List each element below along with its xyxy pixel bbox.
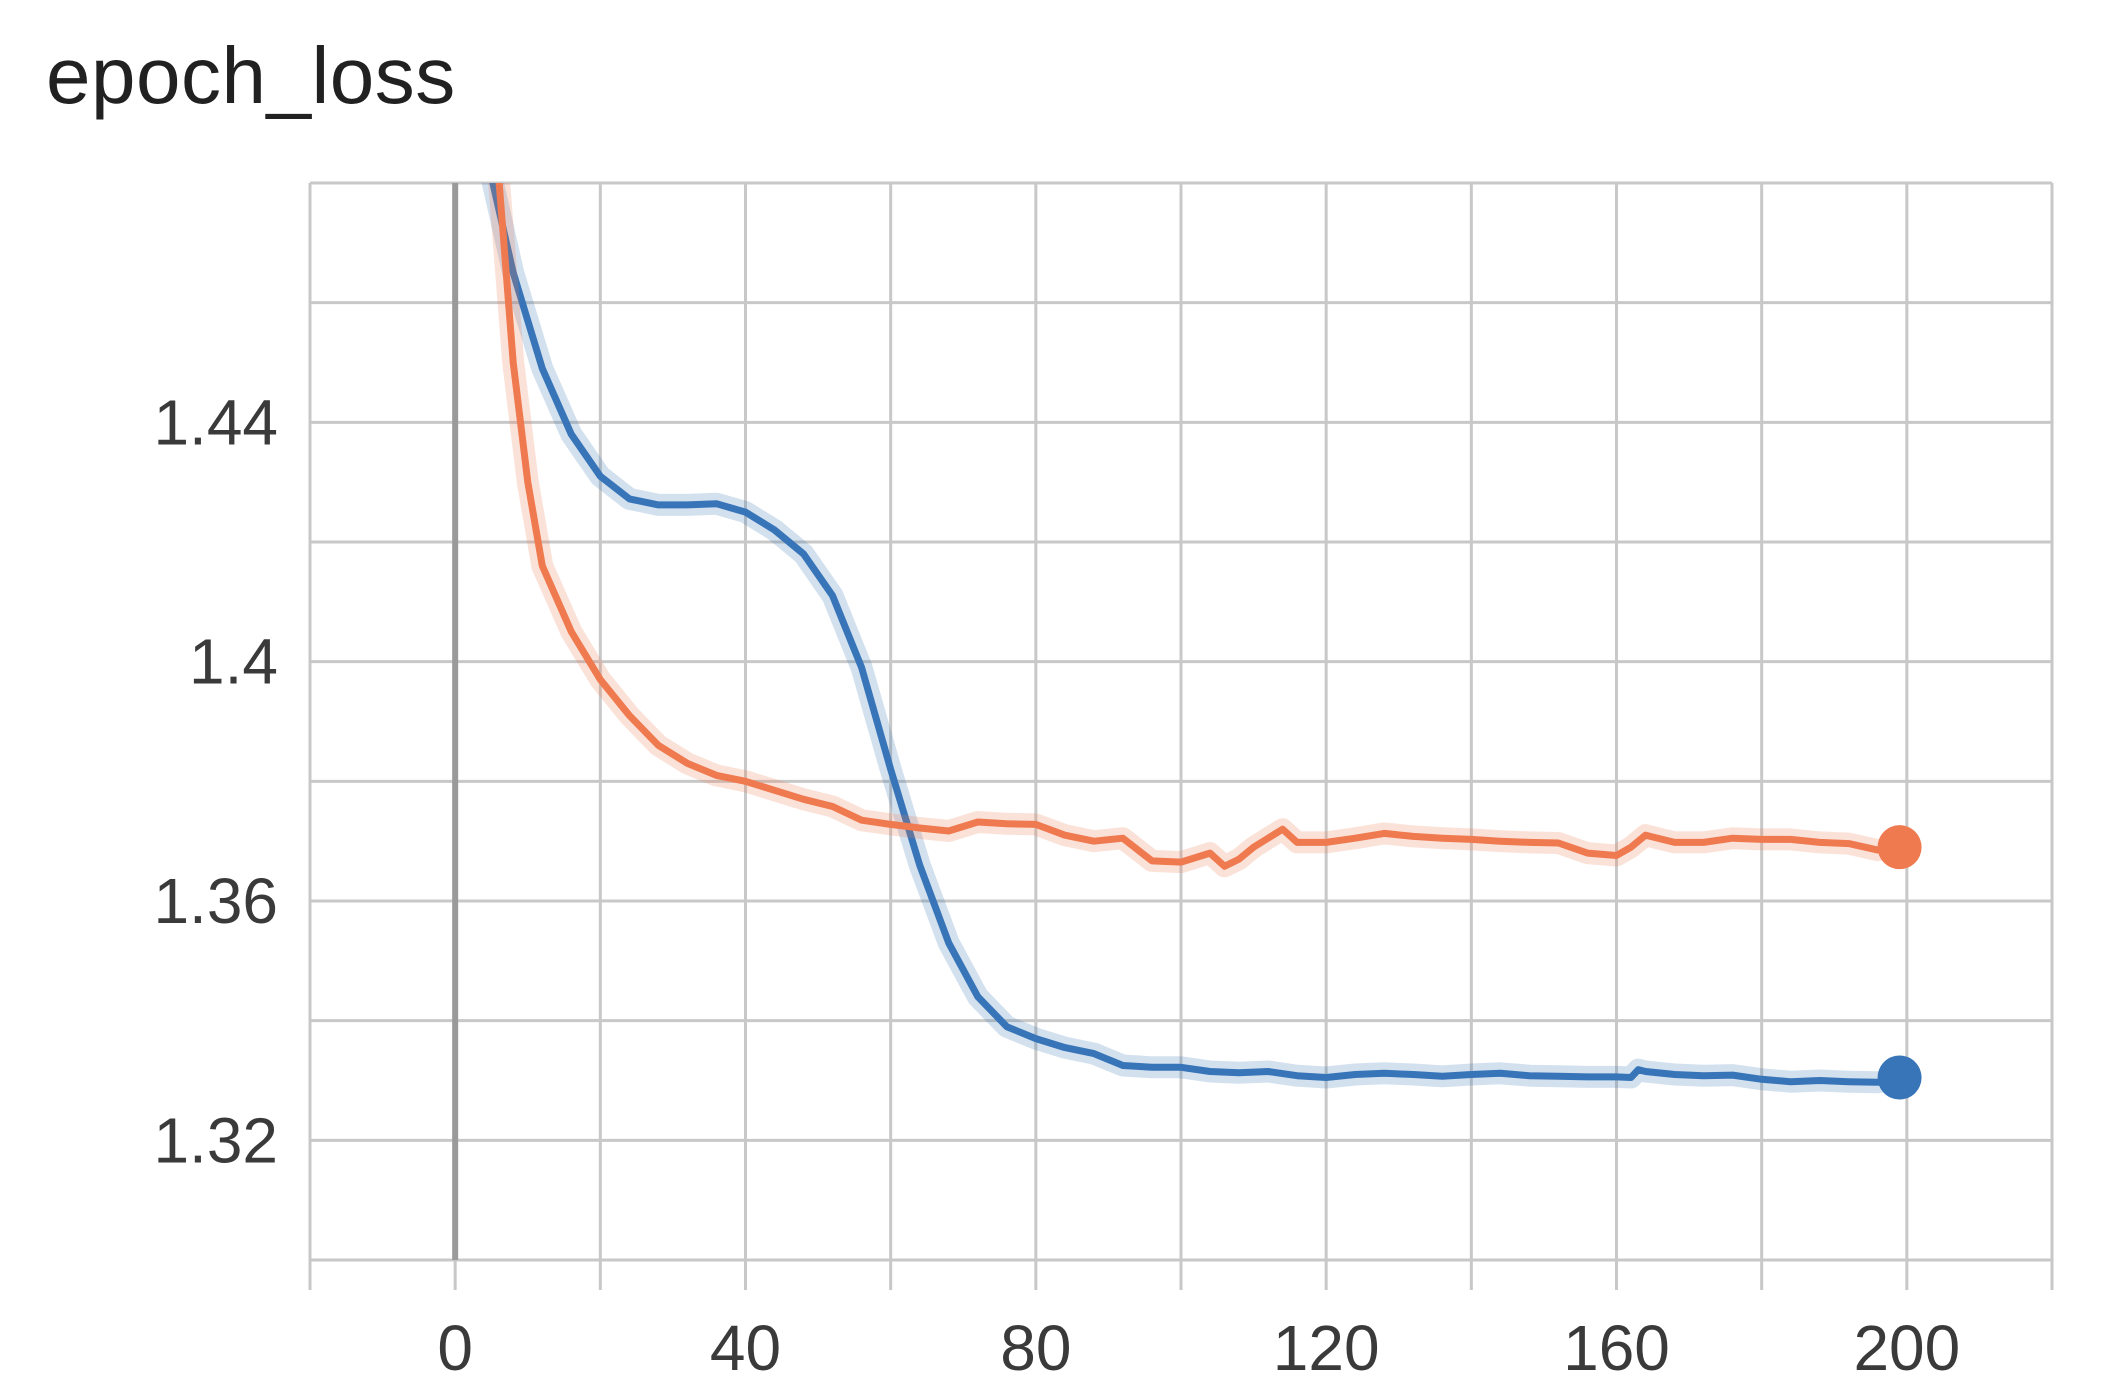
x-tick-label: 160	[1563, 1312, 1670, 1384]
x-tick-label: 120	[1273, 1312, 1380, 1384]
x-tick-label: 0	[437, 1312, 473, 1384]
y-tick-label: 1.4	[189, 626, 278, 698]
series-0-raw-band	[481, 183, 1911, 1094]
y-tick-label: 1.44	[153, 386, 278, 458]
tick-labels: 0 40 80 120 160 200 1.32 1.36 1.4 1.44	[153, 386, 1960, 1384]
y-tick-label: 1.32	[153, 1104, 278, 1176]
series-1-end-point	[1877, 825, 1922, 870]
series-1-line	[495, 183, 1904, 870]
series-0-end-point	[1877, 1055, 1922, 1100]
x-tick-label: 40	[710, 1312, 781, 1384]
x-tick-label: 200	[1853, 1312, 1960, 1384]
x-tick-label: 80	[1000, 1312, 1071, 1384]
series-0-line	[489, 183, 1904, 1086]
series-lines	[481, 183, 1911, 1094]
grid	[308, 181, 2054, 1262]
series-1-raw-band	[488, 183, 1911, 878]
chart-title: epoch_loss	[46, 31, 456, 120]
y-tick-label: 1.36	[153, 865, 278, 937]
axes	[308, 1260, 2054, 1290]
